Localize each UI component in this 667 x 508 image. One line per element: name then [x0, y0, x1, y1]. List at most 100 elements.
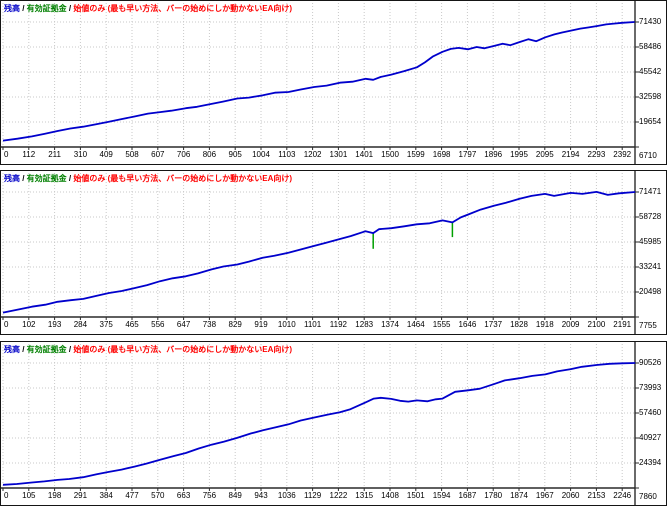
y-axis-tick-label: 7860 — [639, 492, 657, 501]
x-axis-tick-label: 1036 — [277, 491, 296, 500]
x-axis-tick-label: 2392 — [613, 150, 632, 159]
x-axis-tick-label: 1646 — [458, 320, 477, 329]
model-label: 始値のみ (最も早い方法、バーの始めにしか動かないEA向け) — [73, 345, 293, 354]
y-axis-tick-label: 57460 — [639, 408, 662, 417]
x-axis-tick-label: 2060 — [561, 491, 580, 500]
y-axis-tick-label: 32598 — [639, 92, 662, 101]
legend-separator: / — [20, 4, 27, 13]
y-axis-tick-label: 19654 — [639, 117, 662, 126]
x-axis-tick-label: 905 — [228, 150, 242, 159]
x-axis-tick-label: 706 — [176, 150, 191, 159]
x-axis-tick-label: 1995 — [510, 150, 528, 159]
x-axis-tick-label: 1408 — [381, 491, 399, 500]
graph-legend: 残高 / 有効証拠金 / 始値のみ (最も早い方法、バーの始めにしか動かないEA… — [4, 173, 292, 184]
equity-label: 有効証拠金 — [26, 345, 67, 354]
x-axis-tick-label: 1780 — [484, 491, 503, 500]
x-axis-tick-label: 1283 — [355, 320, 374, 329]
x-axis-tick-label: 375 — [99, 320, 113, 329]
x-axis-tick-label: 1874 — [510, 491, 528, 500]
y-axis-tick-label: 7755 — [639, 321, 657, 330]
x-axis-tick-label: 1797 — [458, 150, 477, 159]
x-axis-tick-label: 1401 — [355, 150, 374, 159]
x-axis-tick-label: 1594 — [432, 491, 451, 500]
x-axis-tick-label: 1687 — [458, 491, 477, 500]
x-axis-tick-label: 508 — [125, 150, 139, 159]
x-axis-tick-label: 211 — [48, 150, 61, 159]
x-axis-tick-label: 2095 — [535, 150, 554, 159]
y-axis-tick-label: 20498 — [639, 287, 662, 296]
legend-separator: / — [66, 174, 74, 183]
x-axis-tick-label: 284 — [73, 320, 88, 329]
x-axis-tick-label: 193 — [47, 320, 62, 329]
x-axis-tick-label: 919 — [254, 320, 268, 329]
x-axis-tick-label: 1103 — [278, 150, 296, 159]
x-axis-tick-label: 1315 — [355, 491, 374, 500]
equity-label: 有効証拠金 — [26, 174, 67, 183]
x-axis-tick-label: 1129 — [303, 491, 322, 500]
x-axis-tick-label: 829 — [228, 320, 242, 329]
x-axis-tick-label: 112 — [22, 150, 36, 159]
x-axis-tick-label: 310 — [73, 150, 88, 159]
legend-separator: / — [20, 174, 27, 183]
x-axis-tick-label: 2246 — [613, 491, 632, 500]
x-axis-tick-label: 1222 — [329, 491, 348, 500]
legend-separator: / — [66, 4, 74, 13]
model-label: 始値のみ (最も早い方法、バーの始めにしか動かないEA向け) — [73, 4, 293, 13]
graph-panel-2: 残高 / 有効証拠金 / 始値のみ (最も早い方法、バーの始めにしか動かないEA… — [0, 170, 667, 335]
x-axis-tick-label: 1555 — [432, 320, 451, 329]
x-axis-tick-label: 556 — [151, 320, 165, 329]
x-axis-tick-label: 409 — [99, 150, 113, 159]
equity-curve-chart — [1, 342, 639, 505]
x-axis-tick-label: 1599 — [406, 150, 425, 159]
equity-label: 有効証拠金 — [26, 4, 67, 13]
x-axis-tick-label: 1101 — [303, 320, 322, 329]
x-axis-tick-label: 2153 — [587, 491, 606, 500]
x-axis-tick-label: 1501 — [406, 491, 425, 500]
x-axis-tick-label: 0 — [4, 491, 9, 500]
balance-curve — [2, 21, 635, 142]
x-axis-tick-label: 1192 — [329, 320, 347, 329]
x-axis-tick-label: 198 — [47, 491, 62, 500]
graph-panel-1: 残高 / 有効証拠金 / 始値のみ (最も早い方法、バーの始めにしか動かないEA… — [0, 0, 667, 165]
balance-label: 残高 — [4, 174, 20, 183]
x-axis-tick-label: 465 — [125, 320, 139, 329]
x-axis-tick-label: 1737 — [484, 320, 503, 329]
x-axis-tick-label: 384 — [99, 491, 113, 500]
x-axis-tick-label: 1698 — [432, 150, 451, 159]
x-axis-tick-label: 607 — [151, 150, 165, 159]
equity-curve-chart — [1, 1, 639, 164]
x-axis-tick-label: 102 — [22, 320, 36, 329]
x-axis-tick-label: 2100 — [587, 320, 606, 329]
y-axis-tick-label: 71430 — [639, 17, 662, 26]
y-axis-tick-label: 71471 — [639, 187, 662, 196]
y-axis-tick-label: 58728 — [639, 212, 662, 221]
x-axis-tick-label: 647 — [176, 320, 191, 329]
x-axis-tick-label: 1202 — [303, 150, 322, 159]
x-axis-tick-label: 943 — [254, 491, 268, 500]
x-axis-tick-label: 2194 — [561, 150, 580, 159]
x-axis-tick-label: 2191 — [613, 320, 632, 329]
y-axis-tick-label: 90526 — [639, 358, 662, 367]
y-axis-tick-label: 45985 — [639, 237, 662, 246]
equity-curve-chart — [1, 171, 639, 334]
x-axis-tick-label: 0 — [4, 320, 9, 329]
balance-label: 残高 — [4, 345, 20, 354]
x-axis-tick-label: 1301 — [329, 150, 348, 159]
x-axis-tick-label: 1828 — [510, 320, 528, 329]
x-axis-tick-label: 477 — [125, 491, 139, 500]
x-axis-tick-label: 1918 — [535, 320, 554, 329]
x-axis-tick-label: 1004 — [252, 150, 270, 159]
chart-plot — [1, 1, 666, 164]
chart-plot — [1, 342, 666, 505]
x-axis-tick-label: 1967 — [535, 491, 554, 500]
y-axis-tick-label: 33241 — [639, 262, 662, 271]
x-axis-tick-label: 570 — [151, 491, 165, 500]
x-axis-tick-label: 756 — [202, 491, 217, 500]
graph-legend: 残高 / 有効証拠金 / 始値のみ (最も早い方法、バーの始めにしか動かないEA… — [4, 344, 292, 355]
x-axis-tick-label: 1896 — [484, 150, 503, 159]
legend-separator: / — [66, 345, 74, 354]
y-axis-tick-label: 45542 — [639, 67, 662, 76]
x-axis-tick-label: 0 — [4, 150, 9, 159]
balance-curve — [2, 190, 636, 314]
x-axis-tick-label: 105 — [22, 491, 36, 500]
